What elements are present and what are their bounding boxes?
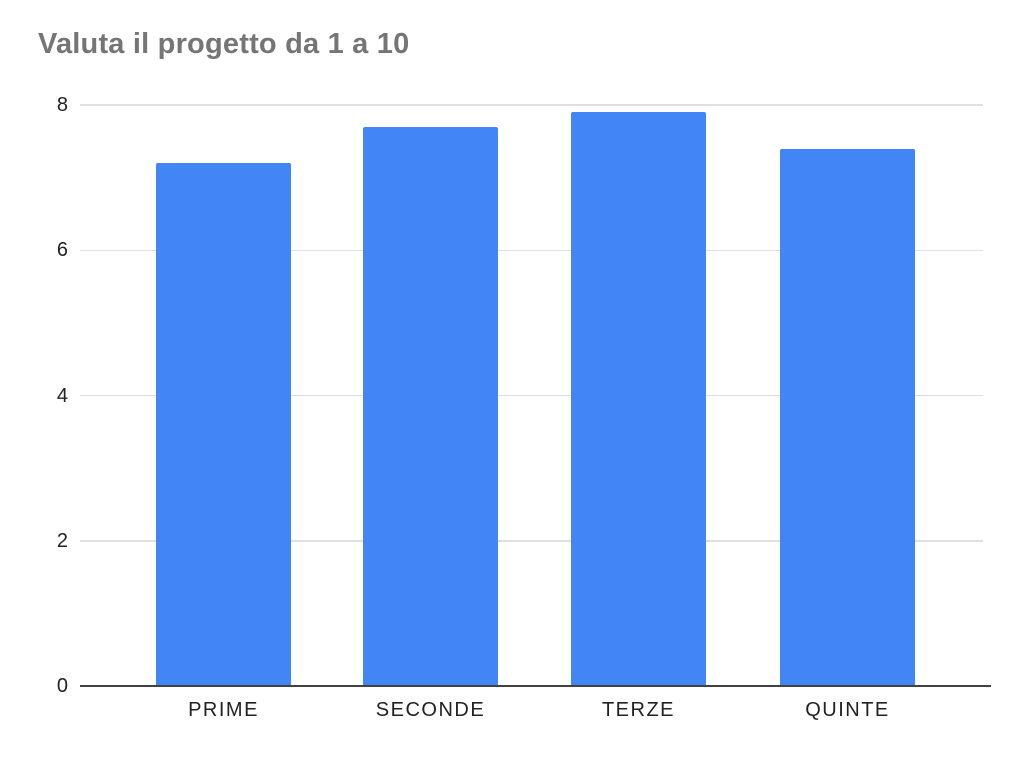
bar-terze (571, 112, 706, 686)
bar-quinte (780, 148, 915, 686)
gridline (80, 540, 983, 542)
y-axis-tick-label: 8 (56, 94, 68, 116)
x-axis-category-label: PRIME (188, 699, 259, 721)
gridline (80, 249, 983, 251)
bar-seconde (363, 126, 498, 686)
plot-area (80, 104, 991, 688)
x-axis-category-label: SECONDE (375, 699, 486, 721)
x-axis-baseline (80, 684, 991, 688)
chart-title: Valuta il progetto da 1 a 10 (38, 28, 410, 60)
y-axis-tick-label: 4 (56, 384, 68, 407)
gridline (80, 394, 983, 397)
y-axis-tick-label: 6 (56, 239, 68, 262)
gridline (80, 104, 983, 106)
y-axis-tick-label: 2 (56, 529, 68, 552)
y-axis-tick-label: 0 (56, 675, 68, 697)
x-axis-category-label: QUINTE (805, 699, 890, 721)
bar-prime (156, 163, 291, 686)
x-axis-category-label: TERZE (601, 699, 676, 721)
